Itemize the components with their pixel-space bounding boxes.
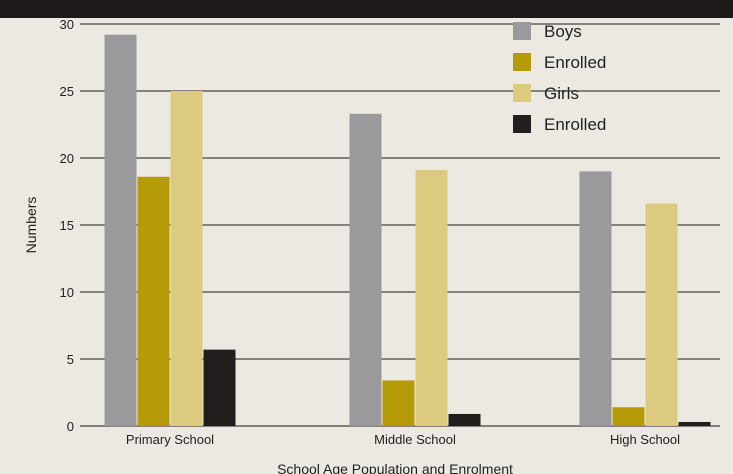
y-tick-label: 5 (67, 352, 74, 367)
bar-girls-0 (170, 91, 203, 426)
y-axis-ticks: 0 5 10 15 20 25 30 (60, 17, 74, 434)
bar-boys-2 (579, 171, 612, 426)
legend-label: Enrolled (544, 115, 606, 134)
x-tick-label: High School (610, 432, 680, 447)
y-tick-label: 30 (60, 17, 74, 32)
y-tick-label: 15 (60, 218, 74, 233)
bar-enrolled-0 (203, 349, 236, 426)
bar-girls-2 (645, 203, 678, 426)
x-tick-label: Primary School (126, 432, 214, 447)
legend-swatch (513, 115, 531, 133)
bar-enrolled-1 (448, 413, 481, 426)
bars (104, 34, 711, 426)
bar-boys-1 (349, 113, 382, 426)
y-tick-label: 10 (60, 285, 74, 300)
legend-swatch (513, 84, 531, 102)
x-tick-label: Middle School (374, 432, 456, 447)
bar-boys-0 (104, 34, 137, 426)
bar-enrolled-2 (678, 421, 711, 426)
legend-label: Enrolled (544, 53, 606, 72)
x-axis-title: School Age Population and Enrolment (277, 461, 513, 474)
bar-enrolled-2 (612, 407, 645, 426)
legend-swatch (513, 53, 531, 71)
x-axis-ticks: Primary School Middle School High School (126, 432, 680, 447)
bar-enrolled-1 (382, 380, 415, 426)
bar-girls-1 (415, 170, 448, 426)
legend: Boys Enrolled Girls Enrolled (513, 22, 606, 134)
bar-enrolled-0 (137, 176, 170, 426)
y-axis-title: Numbers (23, 197, 39, 254)
y-tick-label: 0 (67, 419, 74, 434)
y-tick-label: 20 (60, 151, 74, 166)
legend-label: Boys (544, 22, 582, 41)
legend-label: Girls (544, 84, 579, 103)
y-tick-label: 25 (60, 84, 74, 99)
legend-swatch (513, 22, 531, 40)
